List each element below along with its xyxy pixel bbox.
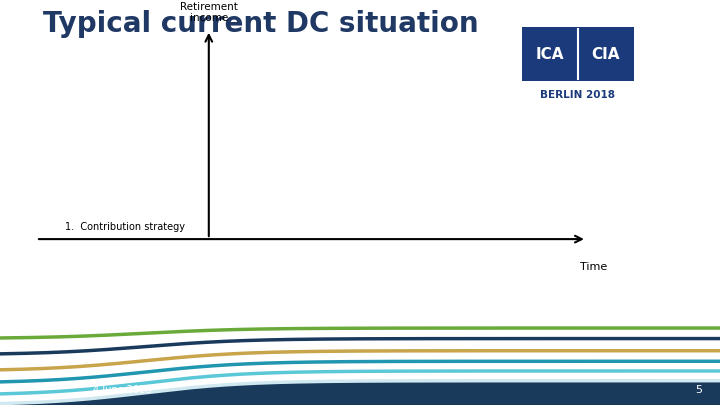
Text: Time: Time xyxy=(580,262,608,272)
Text: Retirement
income: Retirement income xyxy=(180,2,238,23)
Text: 4 June 2018: 4 June 2018 xyxy=(93,386,152,395)
Text: 5: 5 xyxy=(695,386,702,395)
Text: CIA: CIA xyxy=(591,47,619,62)
Text: Typical current DC situation: Typical current DC situation xyxy=(43,10,479,38)
Text: ICA: ICA xyxy=(536,47,564,62)
Text: BERLIN 2018: BERLIN 2018 xyxy=(540,90,615,100)
Bar xyxy=(522,27,634,81)
Text: 1.  Contribution strategy: 1. Contribution strategy xyxy=(65,222,185,232)
